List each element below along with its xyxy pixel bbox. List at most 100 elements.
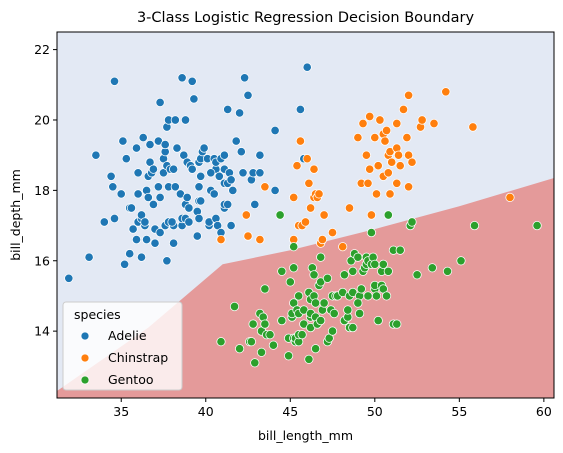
point-adelie (250, 199, 260, 209)
point-adelie (140, 217, 150, 227)
point-gentoo (348, 323, 358, 333)
point-gentoo (248, 319, 258, 329)
point-gentoo (294, 291, 304, 301)
point-chinstrap (429, 118, 439, 129)
point-adelie (142, 235, 152, 245)
point-gentoo (319, 298, 329, 308)
legend-label-chinstrap: Chinstrap (108, 350, 168, 365)
point-chinstrap (375, 115, 385, 125)
point-adelie (255, 150, 265, 160)
point-chinstrap (327, 228, 338, 238)
point-chinstrap (395, 161, 405, 171)
point-chinstrap (392, 178, 402, 188)
point-gentoo (373, 316, 383, 326)
point-chinstrap (365, 164, 375, 174)
point-gentoo (277, 316, 287, 326)
point-gentoo (322, 273, 333, 283)
point-adelie (184, 217, 194, 227)
point-adelie (219, 150, 229, 160)
point-gentoo (355, 308, 365, 319)
point-adelie (155, 97, 165, 107)
point-gentoo (392, 319, 402, 329)
point-adelie (64, 273, 74, 283)
point-adelie (155, 228, 165, 238)
point-adelie (126, 203, 136, 213)
point-chinstrap (302, 154, 312, 164)
y-tick-label: 16 (34, 253, 50, 268)
point-adelie (148, 199, 158, 209)
point-chinstrap (366, 210, 376, 220)
point-gentoo (382, 291, 392, 301)
legend: species Adelie Chinstrap Gentoo (62, 301, 183, 391)
point-gentoo (327, 326, 338, 336)
point-adelie (172, 143, 182, 153)
point-adelie (120, 259, 130, 269)
point-chinstrap (338, 242, 348, 252)
point-chinstrap (255, 235, 265, 245)
point-adelie (228, 185, 238, 195)
point-chinstrap (216, 235, 226, 245)
point-gentoo (442, 266, 453, 276)
point-gentoo (329, 308, 339, 319)
point-adelie (270, 125, 280, 136)
x-tick-label: 40 (198, 404, 214, 419)
point-adelie (128, 224, 138, 234)
point-chinstrap (353, 133, 363, 143)
point-adelie (240, 73, 250, 83)
point-adelie (133, 168, 143, 178)
y-tick-label: 22 (34, 42, 50, 57)
point-gentoo (469, 221, 480, 231)
y-tick-label: 20 (34, 112, 50, 127)
x-tick-label: 55 (451, 404, 467, 419)
point-chinstrap (319, 210, 329, 220)
point-adelie (187, 164, 197, 174)
point-chinstrap (309, 164, 319, 174)
x-tick-label: 35 (113, 404, 129, 419)
chart-title: 3-Class Logistic Regression Decision Bou… (137, 10, 475, 26)
point-gentoo (277, 266, 287, 276)
point-chinstrap (382, 125, 392, 136)
point-gentoo (378, 259, 388, 269)
y-tick-label: 14 (34, 324, 50, 339)
point-chinstrap (402, 133, 412, 143)
point-gentoo (235, 344, 245, 354)
point-gentoo (316, 252, 326, 262)
point-adelie (196, 171, 206, 181)
point-adelie (131, 235, 142, 245)
point-gentoo (304, 354, 314, 364)
point-adelie (109, 76, 120, 86)
point-chinstrap (304, 178, 314, 188)
point-gentoo (316, 316, 326, 326)
point-gentoo (260, 319, 270, 329)
point-gentoo (370, 259, 380, 269)
x-tick-label: 50 (367, 404, 383, 419)
x-tick-label: 60 (536, 404, 552, 419)
point-adelie (153, 182, 163, 192)
point-adelie (235, 108, 245, 118)
point-chinstrap (505, 192, 515, 202)
point-gentoo (383, 266, 393, 276)
point-adelie (302, 62, 312, 72)
point-chinstrap (370, 133, 380, 143)
point-chinstrap (407, 157, 417, 167)
point-chinstrap (371, 189, 382, 199)
y-axis-label: bill_depth_mm (8, 169, 23, 261)
point-adelie (196, 196, 206, 206)
point-gentoo (339, 270, 349, 280)
point-adelie (169, 164, 179, 174)
point-adelie (295, 104, 305, 114)
point-chinstrap (383, 168, 393, 178)
point-gentoo (289, 242, 299, 252)
point-adelie (155, 192, 165, 202)
point-adelie (270, 185, 280, 195)
point-gentoo (353, 252, 363, 262)
point-gentoo (383, 210, 393, 220)
point-chinstrap (404, 90, 414, 100)
point-chinstrap (385, 189, 395, 199)
point-chinstrap (393, 150, 404, 160)
legend-label-adelie: Adelie (108, 328, 147, 343)
point-chinstrap (306, 203, 316, 213)
point-gentoo (260, 284, 270, 294)
point-gentoo (297, 330, 307, 340)
point-adelie (226, 221, 236, 231)
